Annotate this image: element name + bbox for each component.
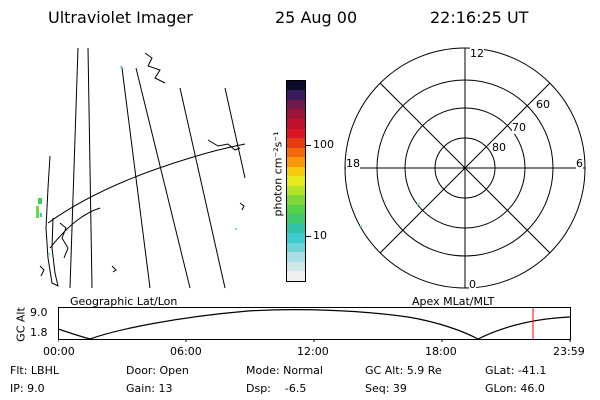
coastline <box>39 265 45 277</box>
status-gc-alt: GC Alt: 5.9 Re <box>365 364 442 377</box>
mlt-label-12: 12 <box>470 47 484 60</box>
colorbar-segment <box>287 128 305 139</box>
colorbar-tick-label: 10 <box>313 229 327 242</box>
colorbar-segment <box>287 204 305 215</box>
colorbar-segment <box>287 109 305 119</box>
status-door: Door: Open <box>126 364 189 377</box>
colorbar-segment <box>287 157 305 167</box>
geographic-map <box>36 48 246 289</box>
timeline-xtick-1200: 12:00 <box>297 345 329 358</box>
coastline <box>239 202 245 211</box>
colorbar-tick-line <box>305 236 311 237</box>
colorbar-segment <box>287 166 305 177</box>
status-ip: IP: 9.0 <box>10 382 45 395</box>
time-label: 22:16:25 UT <box>430 8 529 27</box>
meridian-line <box>224 87 246 179</box>
parallel-line <box>49 207 101 249</box>
colorbar-segment <box>287 214 305 224</box>
timeline-ytick-low: 1.8 <box>30 326 48 339</box>
lat-label-60: 60 <box>536 98 550 111</box>
colorbar-segment <box>287 242 305 253</box>
meridian-line <box>87 48 93 289</box>
colorbar-segment <box>287 99 305 110</box>
colorbar-segment <box>287 223 305 234</box>
altitude-timeline-plot <box>58 307 571 342</box>
colorbar-unit-label: photon cm⁻²s⁻¹ <box>271 131 285 217</box>
polar-speck <box>417 203 420 205</box>
timeline-xtick-0600: 06:00 <box>170 345 202 358</box>
timeline-right-title: Apex MLat/MLT <box>412 295 495 308</box>
status-seq: Seq: 39 <box>365 382 407 395</box>
coastline <box>111 265 117 273</box>
altitude-curve <box>58 309 571 340</box>
colorbar-segment <box>287 80 305 91</box>
timeline-xtick-0000: 00:00 <box>43 345 75 358</box>
meridian-line <box>69 48 79 289</box>
colorbar-tick-line <box>305 145 311 146</box>
colorbar-segment <box>287 252 305 262</box>
meridian-line <box>121 67 151 289</box>
mlt-label-0: 0 <box>469 278 476 291</box>
coastline <box>144 52 166 84</box>
timeline-xtick-1800: 18:00 <box>425 345 457 358</box>
mlt-label-6: 6 <box>576 157 583 170</box>
polar-plot <box>344 47 586 289</box>
colorbar-segment <box>287 195 305 205</box>
colorbar-segment <box>287 176 305 186</box>
colorbar-segment <box>287 90 305 100</box>
status-glat: GLat: -41.1 <box>485 364 547 377</box>
timeline-left-title: Geographic Lat/Lon <box>70 295 178 308</box>
meridian-line <box>179 87 226 289</box>
date-label: 25 Aug 00 <box>275 8 358 27</box>
colorbar-segment <box>287 138 305 148</box>
timeline-xtick-2359: 23:59 <box>553 345 585 358</box>
emission-specks <box>36 66 237 255</box>
colorbar-segment <box>287 261 305 272</box>
polar-diagonal <box>379 82 551 254</box>
meridian-line <box>135 67 191 289</box>
colorbar-segment <box>287 118 305 129</box>
instrument-title: Ultraviolet Imager <box>48 8 193 27</box>
coastline <box>45 155 59 287</box>
status-gain: Gain: 13 <box>126 382 173 395</box>
coastline <box>207 139 241 151</box>
polar-speck <box>360 225 362 227</box>
colorbar-segment <box>287 233 305 243</box>
status-mode: Mode: Normal <box>246 364 323 377</box>
timeline-axis-label: GC Alt <box>14 307 28 342</box>
colorbar-segment <box>287 185 305 196</box>
colorbar-segment <box>287 271 305 281</box>
status-filter: Flt: LBHL <box>10 364 59 377</box>
colorbar-segment <box>287 147 305 158</box>
status-glon: GLon: 46.0 <box>485 382 545 395</box>
timeline-ytick-high: 9.0 <box>30 306 48 319</box>
color-bar <box>286 80 306 282</box>
lat-label-70: 70 <box>512 121 526 134</box>
mlt-label-18: 18 <box>346 157 360 170</box>
lat-label-80: 80 <box>492 141 506 154</box>
status-dsp: Dsp: -6.5 <box>246 382 307 395</box>
coastline <box>59 222 69 259</box>
parallel-line <box>47 143 246 224</box>
timeline-frame <box>58 307 571 340</box>
colorbar-tick-label: 100 <box>313 138 334 151</box>
